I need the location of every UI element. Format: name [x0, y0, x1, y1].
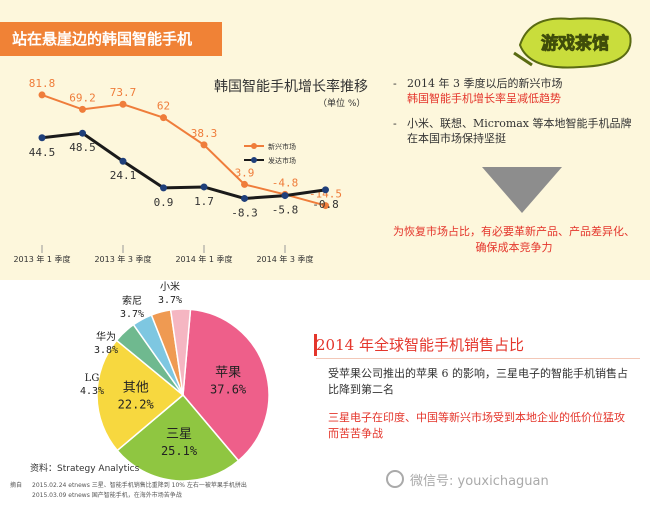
data-label: 81.8 — [29, 77, 56, 90]
pie-paragraph-highlight: 三星电子在印度、中国等新兴市场受到本地企业的低价位猛攻而苦苦争战 — [328, 411, 625, 440]
pie-slice-group — [96, 308, 270, 482]
legend: 新兴市场 发达市场 — [244, 142, 296, 165]
line-chart-title: 韩国智能手机增长率推移 — [214, 79, 368, 95]
pie-slice-value: 3.7% — [120, 309, 144, 320]
excerpt-label: 摘自 — [10, 482, 23, 489]
x-tick-label: 2013 年 1 季度 — [13, 254, 70, 264]
pie-slice — [116, 393, 240, 482]
x-tick-group: 2013 年 1 季度 2013 年 3 季度 2014 年 1 季度 2014 年 … — [13, 245, 314, 264]
pie-slice-name: 其他 — [123, 380, 149, 395]
bullet-list: - 2014 年 3 季度以后的新兴市场 韩国智能手机增长率呈减低趋势 - 小米… — [393, 76, 643, 156]
banner-title: 站在悬崖边的韩国智能手机 — [0, 22, 222, 56]
excerpt-note: 摘自 2015.02.24 etnews 三星、智能手机销售比重降到 10% 左右… — [10, 481, 247, 501]
series-line-1 — [41, 131, 326, 200]
excerpt-line: 2015.02.24 etnews 三星、智能手机销售比重降到 10% 左右一被… — [32, 482, 247, 489]
data-label: 3.9 — [235, 166, 255, 179]
pie-slice-value: 25.1% — [161, 444, 198, 458]
pie-slice-name: 苹果 — [215, 366, 241, 381]
bullet-dash: - — [393, 77, 397, 90]
x-tick-label: 2014 年 1 季度 — [175, 254, 232, 264]
pie-slice-name: 索尼 — [122, 294, 142, 307]
data-point — [119, 100, 127, 108]
wechat-id: 微信号: youxichaguan — [410, 474, 549, 489]
pie-slice-name: 华为 — [96, 330, 116, 343]
x-tick-label: 2013 年 3 季度 — [94, 254, 151, 264]
data-label: 62 — [157, 100, 170, 113]
data-label: 48.5 — [69, 141, 96, 154]
pie-chart: 苹果 37.6% 三星 25.1% 其他 22.2% LG 4.3% 华为 3.8% 索尼 3.7% 小… — [80, 280, 270, 482]
data-label: -5.8 — [272, 204, 299, 217]
bullet-dash: - — [393, 117, 397, 130]
bullet-item: - 2014 年 3 季度以后的新兴市场 韩国智能手机增长率呈减低趋势 — [393, 76, 643, 106]
pie-section-title: 2014 年全球智能手机销售占比 — [316, 336, 524, 354]
data-label: -0.8 — [312, 198, 339, 211]
data-point — [160, 184, 167, 192]
bullet-text: 2014 年 3 季度以后的新兴市场 — [407, 77, 563, 90]
data-label: 69.2 — [69, 91, 96, 104]
data-point — [241, 194, 248, 202]
data-point — [79, 129, 86, 137]
data-label: -4.8 — [272, 176, 299, 189]
legend-marker-emerging — [251, 143, 257, 149]
series-line-0 — [41, 93, 326, 207]
data-point — [241, 180, 248, 188]
data-point — [79, 105, 86, 113]
pie-slice-name: LG — [85, 373, 100, 384]
conclusion-line: 确保成本竞争力 — [475, 241, 553, 254]
excerpt-line: 2015.03.09 etnews 国产智能手机，在海外市场苦争战 — [32, 492, 182, 499]
bullet-text-highlight: 韩国智能手机增长率呈减低趋势 — [407, 92, 561, 105]
conclusion-line: 为恢复市场占比，有必要革新产品、产品差异化、 — [393, 225, 635, 238]
bullet-text: 在本国市场保持坚挺 — [407, 132, 506, 145]
data-point — [322, 202, 329, 210]
conclusion-text: 为恢复市场占比，有必要革新产品、产品差异化、 确保成本竞争力 — [386, 224, 642, 256]
data-point — [200, 141, 208, 149]
data-point — [160, 114, 167, 122]
logo: 游戏茶馆 — [513, 17, 632, 69]
pie-slice-value: 3.8% — [94, 345, 118, 356]
pie-label-group: 苹果 37.6% 三星 25.1% 其他 22.2% LG 4.3% 华为 3.8% 索尼 3.7% 小… — [80, 280, 247, 458]
data-label: 24.1 — [110, 169, 137, 182]
data-label: -8.3 — [231, 206, 258, 219]
bullet-item: - 小米、联想、Micromax 等本地智能手机品牌 在本国市场保持坚挺 — [393, 116, 643, 146]
arrow-down-icon — [482, 167, 562, 213]
logo-text: 游戏茶馆 — [541, 33, 609, 54]
pie-paragraph: 受苹果公司推出的苹果 6 的影响，三星电子的智能手机销售占比降到第二名 — [328, 367, 628, 396]
line-chart-unit: （单位 %） — [318, 99, 366, 109]
pie-slice — [182, 308, 270, 462]
data-label: 1.7 — [194, 195, 214, 208]
data-point — [119, 157, 127, 165]
pie-slice-value: 22.2% — [118, 397, 155, 411]
data-label: 38.3 — [191, 127, 218, 140]
data-label: 44.5 — [29, 146, 56, 159]
legend-label-emerging: 新兴市场 — [268, 142, 296, 151]
data-point — [38, 134, 46, 142]
data-label: 73.7 — [110, 86, 137, 99]
pie-slice-value: 4.3% — [80, 386, 104, 397]
legend-marker-developed — [251, 157, 257, 163]
wechat-watermark: 微信号: youxichaguan — [386, 470, 549, 489]
data-label: 0.9 — [154, 196, 174, 209]
pie-slice — [169, 308, 192, 396]
source-note: 资料：Strategy Analytics — [30, 464, 140, 474]
legend-label-developed: 发达市场 — [268, 156, 296, 165]
section-divider — [316, 358, 640, 359]
data-point — [38, 91, 46, 99]
x-tick-label: 2014 年 3 季度 — [256, 254, 313, 264]
bullet-text: 小米、联想、Micromax 等本地智能手机品牌 — [407, 117, 632, 130]
data-point — [281, 192, 289, 200]
pie-slice-value: 37.6% — [210, 383, 247, 397]
section-accent-bar — [314, 334, 317, 356]
pie-slice — [96, 339, 185, 452]
data-point — [322, 186, 329, 194]
pie-slice-value: 3.7% — [158, 295, 182, 306]
wechat-icon — [386, 470, 404, 488]
pie-slice-name: 三星 — [166, 427, 192, 442]
pie-slice-name: 小米 — [160, 280, 180, 293]
data-point — [200, 183, 208, 191]
